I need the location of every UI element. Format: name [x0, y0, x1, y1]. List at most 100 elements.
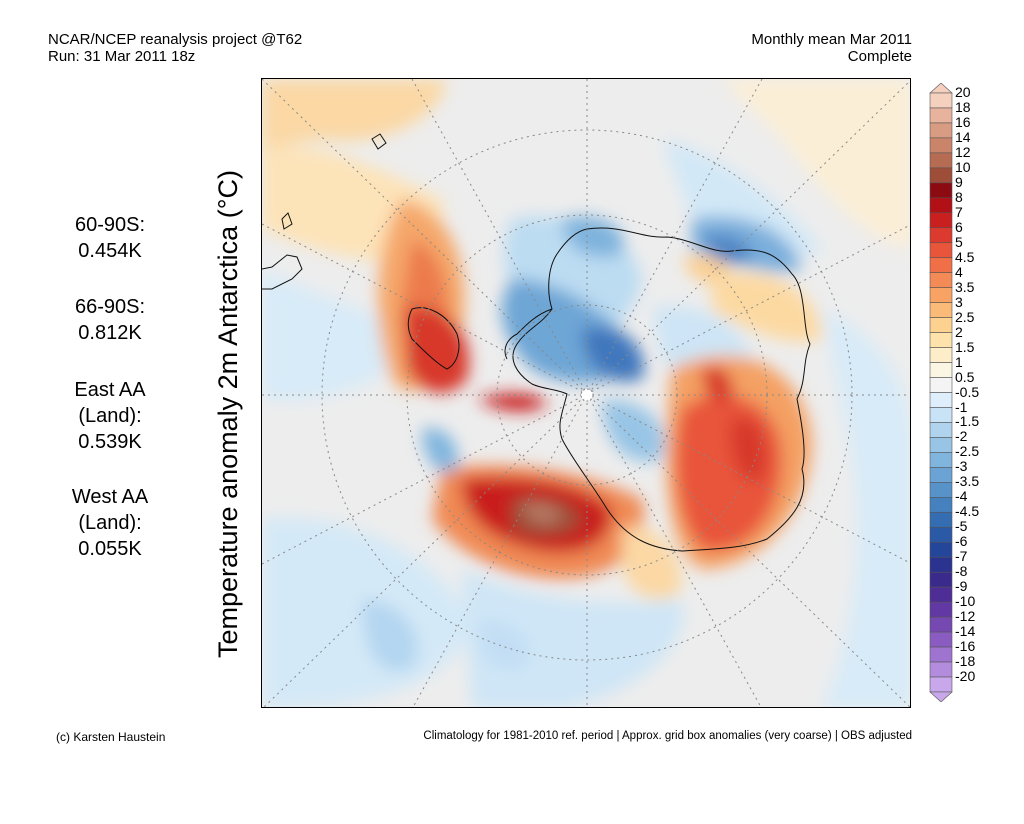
colorbar-label: -10: [955, 593, 976, 610]
colorbar-label: -3: [955, 458, 968, 475]
stat-value: 0.812K: [78, 322, 142, 344]
colorbar-label: 6: [955, 218, 963, 235]
colorbar-label: 4: [955, 263, 963, 280]
anomaly-field: [262, 79, 910, 707]
colorbar-swatch: [929, 197, 953, 214]
colorbar-swatch: [929, 107, 953, 124]
stat-west-aa: West AA (Land): 0.055K: [40, 484, 180, 562]
colorbar-swatch: [929, 631, 953, 648]
colorbar-label: -7: [955, 548, 968, 565]
colorbar-label: -18: [955, 653, 976, 669]
colorbar-label: 2.5: [955, 308, 975, 325]
colorbar-label: -1.5: [955, 413, 980, 430]
colorbar-swatch: [929, 122, 953, 139]
colorbar-swatch: [929, 287, 953, 303]
colorbar-label: 2: [955, 323, 963, 340]
colorbar-swatch: [929, 302, 953, 318]
footer-note: Climatology for 1981-2010 ref. period | …: [423, 730, 912, 742]
colorbar-swatch: [929, 347, 953, 363]
colorbar-label: 9: [955, 173, 963, 190]
colorbar-label: 3: [955, 293, 963, 310]
colorbar-label: -9: [955, 578, 968, 595]
run-time: Run: 31 Mar 2011 18z: [48, 48, 196, 65]
colorbar-swatches: [929, 83, 953, 702]
colorbar-swatch: [929, 227, 953, 244]
colorbar-label: -2.5: [955, 443, 980, 460]
colorbar-swatch: [929, 317, 953, 333]
stat-value: 0.539K: [78, 431, 142, 453]
colorbar-swatch: [929, 571, 953, 588]
colorbar-label: -16: [955, 638, 976, 655]
colorbar-label: -2: [955, 428, 968, 445]
colorbar-label: 10: [955, 158, 971, 175]
colorbar-swatch: [929, 272, 953, 288]
colorbar-label: -0.5: [955, 383, 980, 400]
colorbar-label: 5: [955, 233, 963, 250]
map-title: Temperature anomaly 2m Antarctica (°C): [213, 170, 243, 658]
colorbar-label: -14: [955, 623, 976, 640]
credit: (c) Karsten Haustein: [56, 730, 166, 744]
colorbar-swatch: [929, 167, 953, 184]
colorbar-swatch: [929, 362, 953, 378]
colorbar-swatch: [929, 257, 953, 273]
colorbar-swatch: [929, 601, 953, 618]
colorbar-swatch: [929, 212, 953, 229]
colorbar-label: -3.5: [955, 473, 980, 490]
colorbar-label: 18: [955, 99, 971, 115]
colorbar-swatch: [929, 182, 953, 199]
colorbar-swatch: [929, 482, 953, 498]
colorbar-swatch: [929, 616, 953, 633]
colorbar-label: 12: [955, 143, 971, 160]
stat-label: East AA: [74, 379, 146, 401]
stat-label: West AA: [71, 486, 149, 508]
status-label: Complete: [847, 48, 912, 65]
colorbar: [929, 83, 953, 702]
colorbar-label: 14: [955, 128, 971, 145]
stat-east-aa: East AA (Land): 0.539K: [40, 377, 180, 455]
colorbar-cap-bottom: [929, 691, 953, 702]
project-title: NCAR/NCEP reanalysis project @T62: [48, 31, 303, 48]
period-label: Monthly mean Mar 2011: [751, 31, 912, 48]
coastline: [262, 133, 811, 552]
colorbar-label: 4.5: [955, 248, 975, 265]
colorbar-swatch: [929, 422, 953, 438]
colorbar-label: -12: [955, 608, 976, 625]
colorbar-swatch: [929, 437, 953, 453]
colorbar-swatch: [929, 242, 953, 259]
colorbar-swatch: [929, 92, 953, 109]
stat-label: (Land):: [78, 405, 142, 427]
colorbar-swatch: [929, 676, 953, 693]
header-left: NCAR/NCEP reanalysis project @T62 Run: 3…: [48, 31, 302, 65]
map-canvas: [262, 79, 910, 707]
colorbar-cap-top: [929, 83, 953, 94]
colorbar-label: -6: [955, 533, 968, 550]
anomaly-map: [261, 78, 911, 708]
stat-66-90s: 66-90S: 0.812K: [40, 294, 180, 346]
colorbar-swatch: [929, 332, 953, 348]
stat-60-90s: 60-90S: 0.454K: [40, 212, 180, 264]
colorbar-label: -1: [955, 398, 968, 415]
colorbar-label: 0.5: [955, 368, 975, 385]
colorbar-swatch: [929, 392, 953, 408]
colorbar-swatch: [929, 467, 953, 483]
colorbar-swatch: [929, 497, 953, 513]
south-pole-marker: [580, 388, 594, 402]
header-right: Monthly mean Mar 2011 Complete: [751, 31, 912, 65]
colorbar-label: 1.5: [955, 338, 975, 355]
colorbar-label: 7: [955, 203, 963, 220]
stat-label: (Land):: [78, 512, 142, 534]
colorbar-label: 8: [955, 188, 963, 205]
colorbar-swatch: [929, 377, 953, 393]
colorbar-swatch: [929, 526, 953, 543]
colorbar-label: 20: [955, 84, 971, 100]
colorbar-label: 16: [955, 114, 971, 130]
stat-value: 0.055K: [78, 538, 142, 560]
colorbar-swatch: [929, 541, 953, 558]
colorbar-swatch: [929, 556, 953, 573]
colorbar-swatch: [929, 407, 953, 423]
colorbar-swatch: [929, 137, 953, 154]
colorbar-swatch: [929, 646, 953, 663]
colorbar-label: 3.5: [955, 278, 975, 295]
colorbar-swatch: [929, 152, 953, 169]
colorbar-swatch: [929, 586, 953, 603]
